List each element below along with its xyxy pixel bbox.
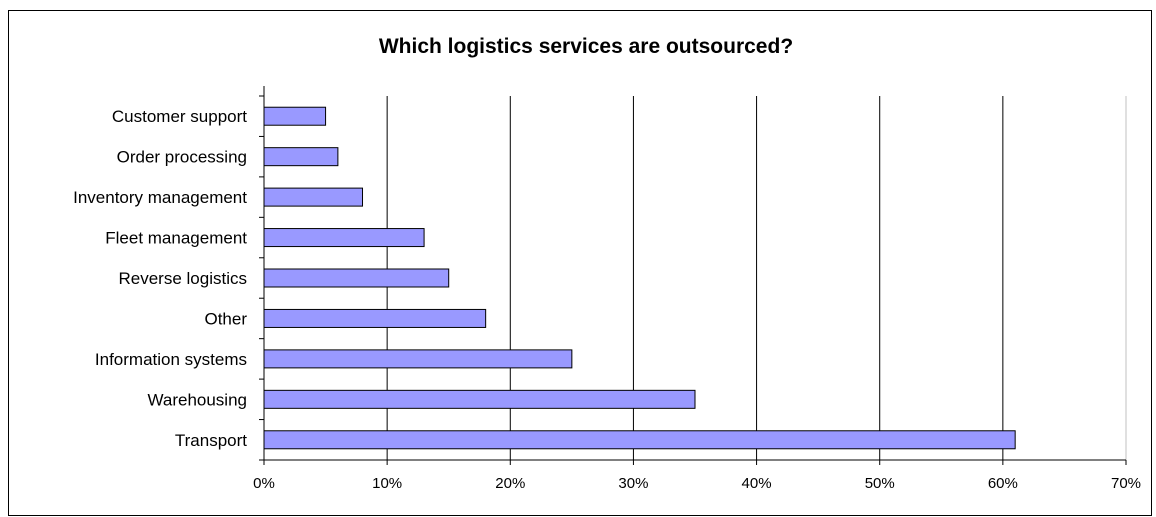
x-tick-label: 30%: [618, 475, 648, 492]
category-label: Information systems: [95, 350, 247, 369]
bar-inventory-management: [263, 187, 364, 207]
bar-reverse-logistics: [263, 268, 450, 288]
grid-lines: [386, 96, 1127, 460]
chart-title: Which logistics services are outsourced?: [379, 35, 793, 58]
category-label: Reverse logistics: [119, 269, 248, 288]
x-tick-label: 0%: [253, 475, 275, 492]
category-labels: Customer support Order processing Inventor…: [73, 107, 247, 450]
category-label: Other: [204, 309, 247, 328]
x-tick-label: 10%: [372, 475, 402, 492]
chart-frame: Which logistics services are outsourced?…: [8, 10, 1152, 516]
tick-labels: 0% 10% 20% 30% 40% 50% 60% 70%: [253, 475, 1141, 492]
bar-warehousing: [263, 389, 696, 409]
category-label: Transport: [175, 431, 247, 450]
x-tick-label: 50%: [865, 475, 895, 492]
bar-other: [263, 308, 487, 328]
axes: [259, 86, 1127, 465]
bars: [263, 106, 1016, 450]
x-tick-label: 70%: [1111, 475, 1141, 492]
category-label: Warehousing: [147, 390, 247, 409]
x-tick-label: 60%: [988, 475, 1018, 492]
x-tick-label: 20%: [495, 475, 525, 492]
category-label: Inventory management: [73, 188, 247, 207]
category-label: Customer support: [112, 107, 247, 126]
category-label: Order processing: [117, 148, 247, 167]
category-label: Fleet management: [105, 229, 247, 248]
bar-transport: [263, 430, 1016, 450]
bar-information-systems: [263, 349, 573, 369]
x-tick-label: 40%: [742, 475, 772, 492]
bar-fleet-management: [263, 228, 425, 248]
bar-chart: Which logistics services are outsourced?…: [73, 35, 1141, 492]
bar-order-processing: [263, 147, 339, 167]
bar-customer-support: [263, 106, 327, 126]
